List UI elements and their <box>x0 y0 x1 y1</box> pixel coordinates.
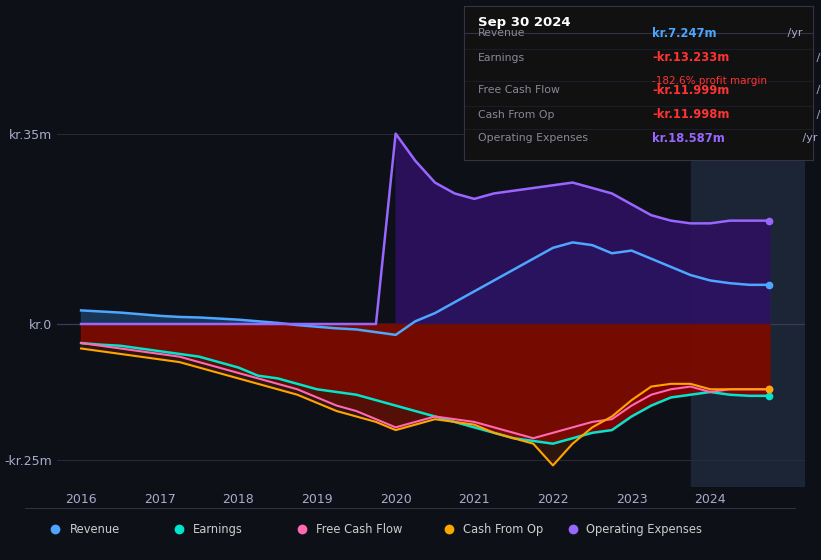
Text: /yr: /yr <box>799 133 818 143</box>
Text: Free Cash Flow: Free Cash Flow <box>478 85 560 95</box>
Text: Revenue: Revenue <box>70 522 120 536</box>
Text: Revenue: Revenue <box>478 29 525 38</box>
Text: /yr: /yr <box>814 110 821 120</box>
Text: -kr.13.233m: -kr.13.233m <box>653 52 730 64</box>
Text: kr.18.587m: kr.18.587m <box>653 132 725 144</box>
Text: Operating Expenses: Operating Expenses <box>586 522 703 536</box>
Text: Cash From Op: Cash From Op <box>478 110 554 120</box>
Text: Free Cash Flow: Free Cash Flow <box>316 522 403 536</box>
Bar <box>690 106 805 487</box>
Text: /yr: /yr <box>784 29 803 38</box>
Text: Sep 30 2024: Sep 30 2024 <box>478 16 571 29</box>
Text: -182.6% profit margin: -182.6% profit margin <box>653 76 768 86</box>
Text: Earnings: Earnings <box>478 53 525 63</box>
Text: -kr.11.998m: -kr.11.998m <box>653 109 730 122</box>
Text: Cash From Op: Cash From Op <box>463 522 544 536</box>
Text: /yr: /yr <box>814 53 821 63</box>
Text: Earnings: Earnings <box>193 522 243 536</box>
Text: Operating Expenses: Operating Expenses <box>478 133 588 143</box>
Text: kr.7.247m: kr.7.247m <box>653 27 717 40</box>
Text: /yr: /yr <box>814 85 821 95</box>
Text: -kr.11.999m: -kr.11.999m <box>653 84 730 97</box>
